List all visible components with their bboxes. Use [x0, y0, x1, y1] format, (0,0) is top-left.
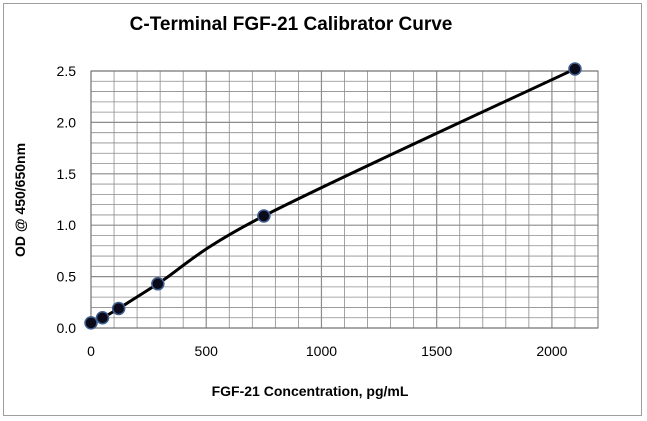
data-point [151, 277, 165, 291]
y-tick-labels: 0.0 0.5 1.0 1.5 2.0 2.5 [57, 63, 77, 336]
y-tick-label: 0.0 [57, 320, 77, 336]
y-axis-title: OD @ 450/650nm [12, 143, 28, 257]
data-point [111, 301, 126, 316]
chart-frame [3, 3, 642, 416]
y-tick-label: 2.5 [57, 63, 77, 79]
x-tick-label: 1500 [421, 343, 452, 359]
data-point [84, 316, 98, 330]
axes [90, 70, 599, 329]
x-tick-labels: 0 500 1000 1500 2000 [87, 343, 568, 359]
x-tick-label: 500 [195, 343, 219, 359]
y-tick-label: 1.5 [57, 166, 77, 182]
chart-title: C-Terminal FGF-21 Calibrator Curve [130, 14, 453, 35]
y-tick-label: 0.5 [57, 269, 77, 285]
x-tick-label: 1000 [306, 343, 337, 359]
y-tick-label: 2.0 [57, 114, 77, 130]
data-point [257, 209, 271, 223]
series-group [84, 62, 582, 330]
y-tick-label: 1.0 [57, 217, 77, 233]
plot-area-border [90, 70, 599, 329]
grid-lines [90, 70, 599, 329]
x-axis-title: FGF-21 Concentration, pg/mL [212, 383, 409, 399]
data-point [568, 62, 582, 76]
x-tick-label: 2000 [536, 343, 567, 359]
x-tick-label: 0 [87, 343, 95, 359]
data-point [95, 310, 110, 325]
